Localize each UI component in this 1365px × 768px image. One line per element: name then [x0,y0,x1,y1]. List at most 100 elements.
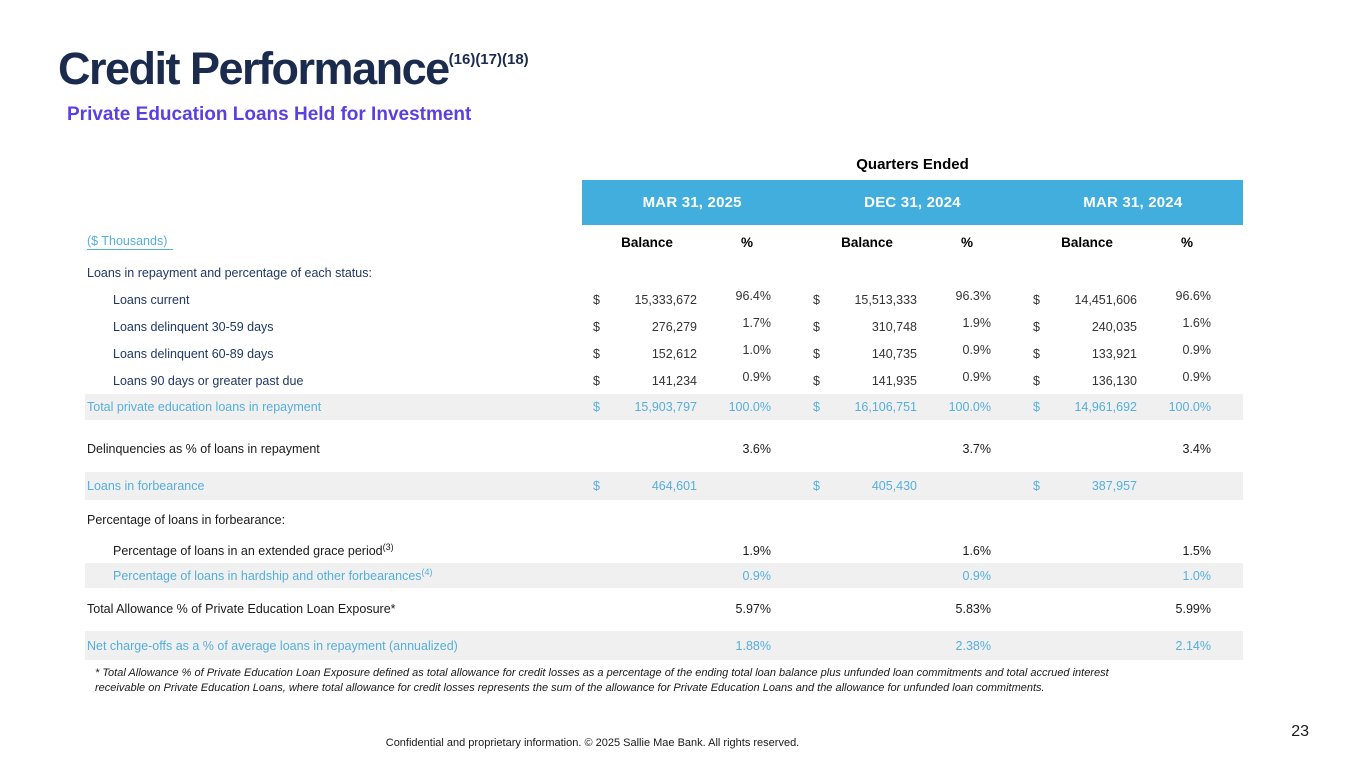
pct-value: 5.97% [735,602,771,616]
balance-value: 15,903,797 [634,400,697,414]
pct-value: 0.9% [962,369,992,384]
col-header-pct-q2: % [960,234,973,250]
col-header-balance-q3: Balance [1061,234,1113,250]
dollar-sign: $ [813,346,820,361]
page-number: 23 [1291,723,1309,740]
row-label: Loans 90 days or greater past due [113,373,304,388]
table-row: Percentage of loans in forbearance: [85,507,1243,533]
balance-value: 14,961,692 [1074,400,1137,414]
page-title-text: Credit Performance [58,43,450,94]
row-label: Percentage of loans in hardship and othe… [85,566,583,583]
balance-value: 140,735 [871,346,917,361]
table-row: Loans delinquent 60-89 days $152,612 1.0%… [85,340,1243,367]
confidentiality-footer: Confidential and proprietary information… [385,737,800,749]
pct-value: 0.9% [742,369,772,384]
pct-value: 0.9% [962,568,992,583]
dollar-sign: $ [1033,400,1040,414]
row-label: Percentage of loans in an extended grace… [85,541,583,558]
row-label: Total private education loans in repayme… [87,400,322,414]
col-header-balance-q1: Balance [621,234,673,250]
table-subheader-row: ($ Thousands) Balance % Balance % Balanc… [85,228,1243,256]
balance-value: 15,513,333 [854,292,917,307]
quarter-col-mar-2025: MAR 31, 2025 [642,194,742,211]
balance-value: 141,935 [871,373,917,388]
pct-value: 96.4% [735,288,771,303]
balance-value: 14,451,606 [1074,292,1137,307]
quarters-ended-header: Quarters Ended [856,156,969,173]
pct-value: 1.9% [742,543,772,558]
dollar-sign: $ [813,319,820,334]
col-header-pct-q1: % [740,234,753,250]
table-row-hardship: Percentage of loans in hardship and othe… [85,563,1243,588]
quarter-col-mar-2024: MAR 31, 2024 [1083,194,1183,211]
dollar-sign: $ [1033,292,1040,307]
pct-value: 5.99% [1175,602,1211,616]
pct-value: 100.0% [1168,400,1211,414]
title-footnote-refs: (16)(17)(18) [448,51,529,68]
pct-value: 0.9% [962,342,992,357]
balance-value: 152,612 [651,346,697,361]
dollar-sign: $ [1033,346,1040,361]
footnote-ref: (3) [382,541,394,552]
table-row: Percentage of loans in an extended grace… [85,538,1243,563]
table-row-net-charge-offs: Net charge-offs as a % of average loans … [85,631,1243,660]
dollar-sign: $ [593,479,600,493]
row-label: Loans delinquent 60-89 days [113,346,274,361]
footnote-ref: (4) [421,566,433,577]
page-title: Credit Performance(16)(17)(18) [58,46,529,91]
pct-value: 96.3% [955,288,991,303]
row-label: Loans in repayment and percentage of eac… [87,266,372,280]
quarter-col-dec-2024: DEC 31, 2024 [864,194,961,211]
row-label-text: Percentage of loans in hardship and othe… [113,568,422,583]
pct-value: 1.0% [1182,568,1212,583]
pct-value: 1.0% [742,342,772,357]
pct-value: 2.38% [955,638,991,653]
pct-value: 100.0% [728,400,771,414]
page-subtitle: Private Education Loans Held for Investm… [67,104,472,125]
balance-value: 387,957 [1091,479,1137,493]
balance-value: 276,279 [651,319,697,334]
table-row-total-repayment: Total private education loans in repayme… [85,394,1243,420]
dollar-sign: $ [593,292,600,307]
table-row: Total Allowance % of Private Education L… [85,596,1243,622]
row-label: Loans delinquent 30-59 days [113,319,274,334]
row-label: Loans current [113,292,190,307]
dollar-sign: $ [593,346,600,361]
balance-value: 133,921 [1091,346,1137,361]
pct-value: 1.6% [962,543,992,558]
pct-value: 1.6% [1182,315,1212,330]
table-row: Loans delinquent 30-59 days $276,279 1.7%… [85,313,1243,340]
col-header-pct-q3: % [1180,234,1193,250]
table-row-forbearance: Loans in forbearance $464,601 $405,430 $… [85,472,1243,500]
pct-value: 0.9% [1182,342,1212,357]
pct-value: 1.88% [735,638,771,653]
balance-value: 15,333,672 [634,292,697,307]
pct-value: 1.9% [962,315,992,330]
pct-value: 1.7% [742,315,772,330]
pct-value: 100.0% [948,400,991,414]
dollar-sign: $ [1033,373,1040,388]
table-row: Loans in repayment and percentage of eac… [85,260,1243,286]
dollar-sign: $ [813,400,820,414]
footnote: * Total Allowance % of Private Education… [95,666,1245,696]
balance-value: 136,130 [1091,373,1137,388]
dollar-sign: $ [813,479,820,493]
balance-value: 141,234 [651,373,697,388]
balance-value: 310,748 [871,319,917,334]
footnote-line-1: * Total Allowance % of Private Education… [95,667,1109,679]
row-label-text: Percentage of loans in an extended grace… [113,543,383,558]
pct-value: 1.5% [1182,543,1212,558]
row-label: Loans in forbearance [87,479,205,493]
pct-value: 0.9% [742,568,772,583]
pct-value: 96.6% [1175,288,1211,303]
dollar-sign: $ [813,292,820,307]
balance-value: 16,106,751 [854,400,917,414]
dollar-sign: $ [593,319,600,334]
pct-value: 3.4% [1182,442,1212,456]
col-header-balance-q2: Balance [841,234,893,250]
dollar-sign: $ [593,373,600,388]
footnote-line-2: receivable on Private Education Loans, w… [95,681,1045,694]
quarter-header-band: MAR 31, 2025 DEC 31, 2024 MAR 31, 2024 [582,180,1243,225]
dollar-sign: $ [1033,319,1040,334]
